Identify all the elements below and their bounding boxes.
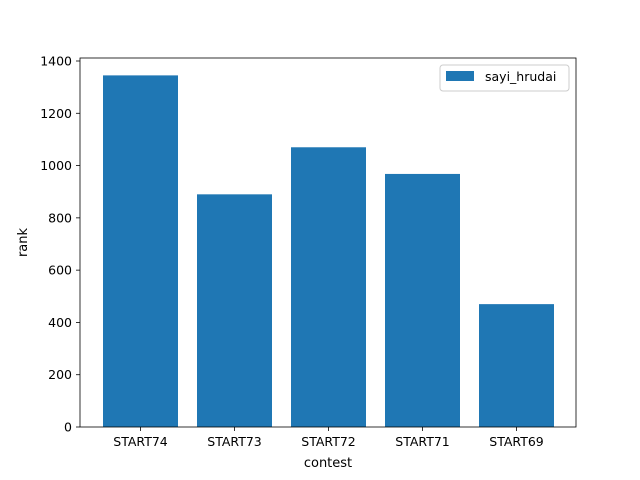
plot-frame [79, 57, 577, 428]
y-tick-label: 1200 [40, 106, 72, 121]
x-tick-label: START71 [395, 434, 449, 449]
legend-label-sayi-hrudai: sayi_hrudai [485, 69, 556, 84]
y-axis: 0 200 400 600 800 1000 1200 1400 [40, 54, 80, 435]
bar-start71 [385, 173, 460, 427]
legend: sayi_hrudai [439, 64, 570, 92]
y-tick-label: 1000 [40, 158, 72, 173]
y-tick-label: 200 [48, 367, 72, 382]
legend-swatch [446, 71, 474, 81]
y-tick-label: 800 [48, 210, 72, 225]
x-axis: START74 START73 START72 START71 START69 [113, 427, 544, 449]
x-tick-label: START74 [113, 434, 168, 449]
bar-start69 [479, 304, 554, 427]
x-tick-label: START73 [207, 434, 261, 449]
x-axis-label: contest [304, 456, 352, 471]
y-tick-label: 400 [48, 315, 72, 330]
x-tick-label: START72 [301, 434, 355, 449]
y-tick-label: 0 [64, 420, 72, 435]
y-tick-label: 1400 [40, 54, 72, 69]
x-tick-label: START69 [489, 434, 544, 449]
y-axis-label: rank [16, 227, 31, 257]
bar-start73 [197, 194, 272, 427]
bar-start74 [103, 75, 178, 427]
y-tick-label: 600 [48, 263, 72, 278]
bar-start72 [291, 147, 366, 427]
bars-group [103, 75, 554, 427]
